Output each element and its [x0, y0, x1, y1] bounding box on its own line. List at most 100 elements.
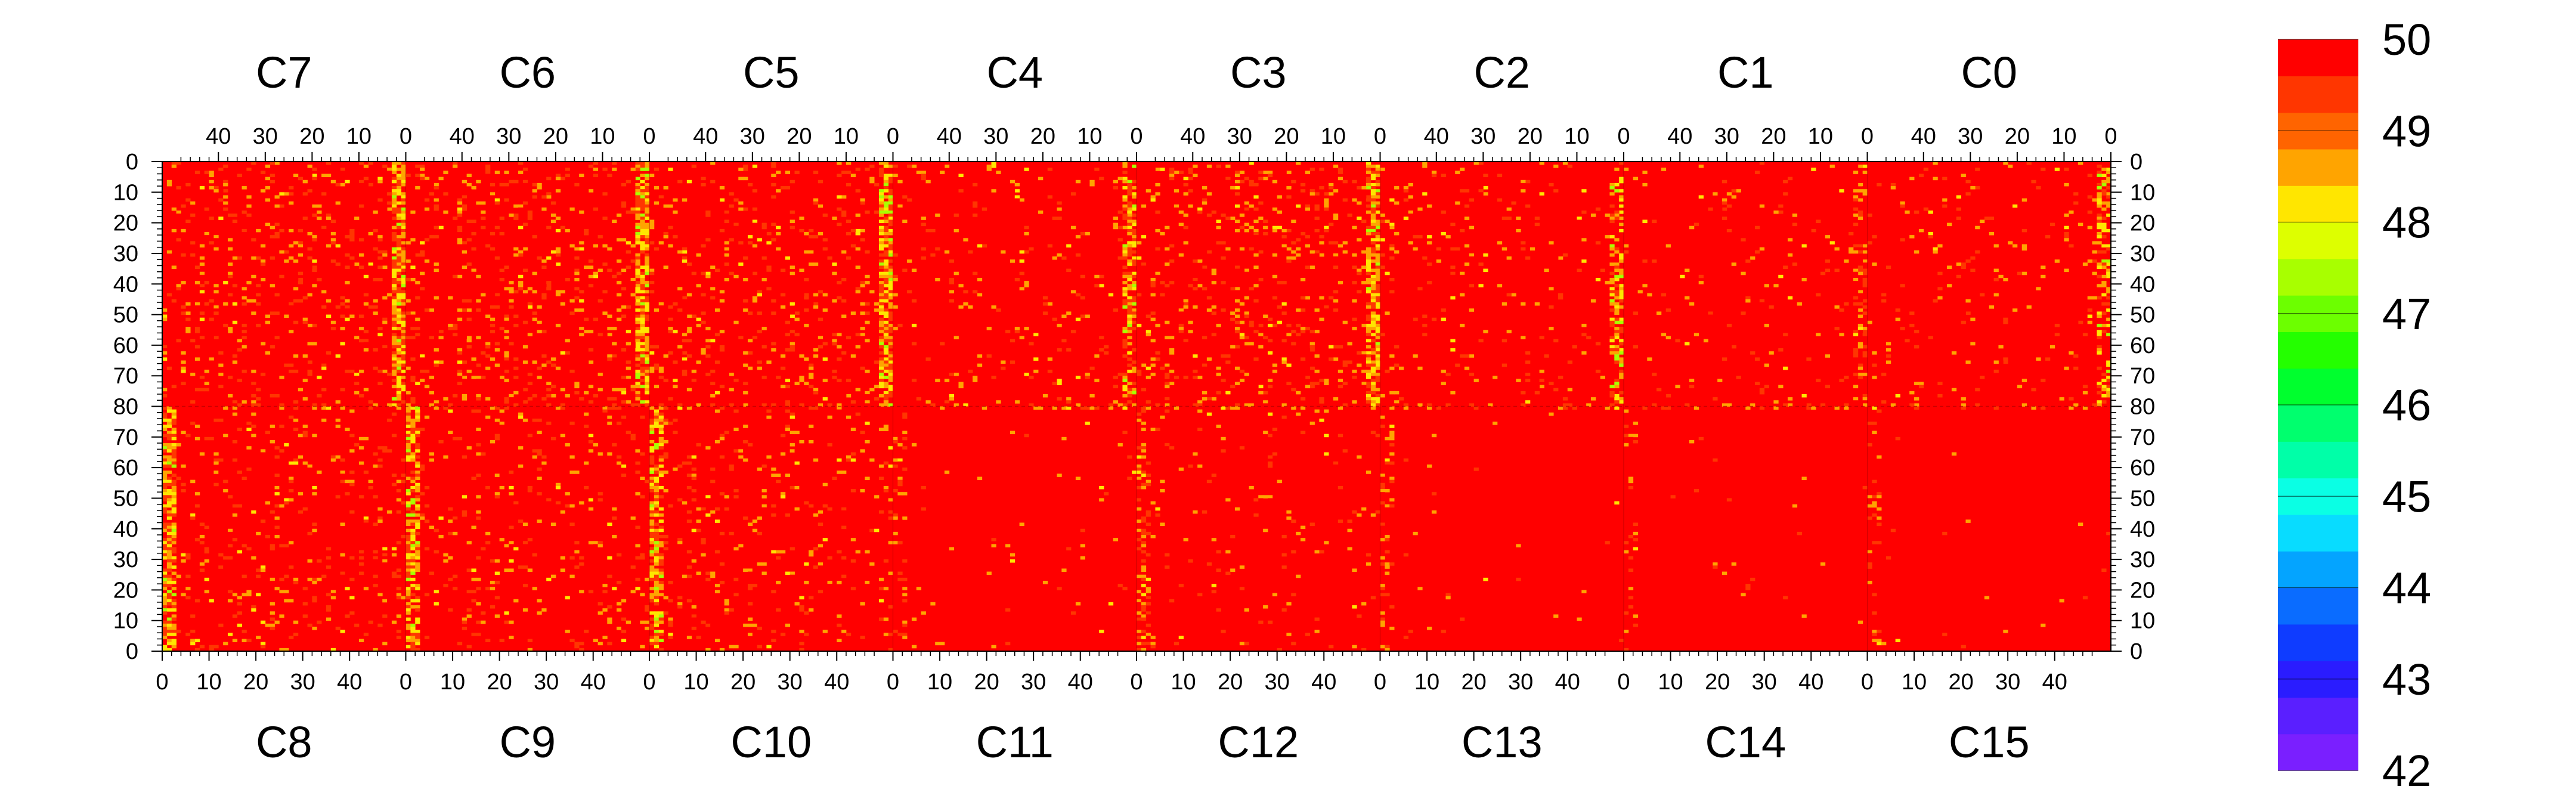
pixel-cell: [270, 538, 275, 541]
pixel-cell: [330, 348, 336, 352]
pixel-cell: [242, 519, 247, 523]
pixel-cell: [888, 271, 893, 275]
pixel-cell: [878, 599, 884, 603]
pixel-cell: [635, 544, 640, 547]
pixel-cell: [668, 617, 673, 621]
pixel-cell: [504, 369, 509, 373]
pixel-cell: [537, 256, 542, 260]
pixel-cell: [284, 544, 289, 547]
pixel-cell: [1094, 354, 1100, 358]
pixel-cell: [897, 204, 903, 208]
pixel-cell: [729, 271, 734, 275]
pixel-cell: [391, 620, 397, 624]
pixel-cell: [443, 406, 448, 410]
pixel-cell: [162, 522, 168, 527]
pixel-cell: [321, 406, 327, 410]
pixel-cell: [860, 602, 865, 606]
pixel-cell: [312, 522, 317, 527]
pixel-cell: [878, 265, 884, 269]
pixel-cell: [410, 489, 416, 493]
pixel-cell: [171, 630, 177, 633]
pixel-cell: [438, 516, 444, 520]
pixel-cell: [658, 366, 664, 370]
pixel-cell: [729, 192, 734, 196]
pixel-cell: [391, 357, 397, 361]
pixel-cell: [279, 504, 284, 508]
pixel-cell: [199, 522, 205, 527]
pixel-cell: [204, 559, 209, 563]
pixel-cell: [658, 507, 664, 511]
pixel-cell: [565, 174, 570, 178]
pixel-cell: [218, 348, 224, 352]
pixel-cell: [162, 498, 168, 501]
pixel-cell: [588, 284, 594, 287]
pixel-cell: [274, 222, 280, 227]
pixel-cell: [396, 238, 402, 242]
pixel-cell: [883, 403, 889, 407]
pixel-cell: [968, 369, 973, 373]
pixel-cell: [724, 253, 729, 257]
pixel-cell: [654, 547, 660, 551]
pixel-cell: [415, 470, 420, 474]
pixel-cell: [888, 165, 893, 168]
pixel-cell: [878, 274, 884, 278]
pixel-cell: [710, 198, 716, 202]
pixel-cell: [883, 271, 889, 275]
pixel-cell: [546, 302, 552, 306]
pixel-cell: [471, 599, 476, 603]
pixel-cell: [476, 577, 481, 581]
pixel-cell: [522, 562, 528, 566]
pixel-cell: [284, 574, 289, 578]
pixel-cell: [391, 247, 397, 251]
pixel-cell: [302, 639, 308, 642]
pixel-cell: [719, 630, 725, 633]
pixel-cell: [714, 550, 720, 554]
pixel-cell: [162, 446, 168, 450]
pixel-cell: [766, 415, 772, 419]
pixel-cell: [522, 281, 528, 284]
pixel-cell: [227, 519, 233, 523]
pixel-cell: [209, 547, 214, 551]
pixel-cell: [1249, 182, 1254, 187]
pixel-cell: [626, 376, 631, 379]
pixel-cell: [270, 394, 275, 398]
pixel-cell: [354, 177, 360, 181]
pixel-cell: [1370, 171, 1376, 174]
pixel-cell: [181, 281, 186, 284]
pixel-cell: [574, 382, 580, 385]
pixel-cell: [199, 186, 205, 190]
pixel-cell: [424, 636, 430, 639]
pixel-cell: [649, 455, 655, 459]
pixel-cell: [757, 330, 762, 333]
pixel-cell: [645, 168, 650, 171]
pixel-cell: [1085, 406, 1090, 410]
pixel-cell: [878, 617, 884, 621]
pixel-cell: [176, 630, 181, 633]
pixel-cell: [654, 611, 660, 615]
pixel-cell: [396, 235, 402, 239]
pixel-cell: [181, 179, 186, 184]
pixel-cell: [696, 571, 701, 575]
pixel-cell: [883, 207, 889, 211]
pixel-cell: [776, 473, 781, 477]
pixel-cell: [649, 219, 655, 224]
pixel-cell: [471, 406, 476, 410]
pixel-cell: [340, 388, 345, 392]
pixel-cell: [654, 366, 660, 370]
pixel-cell: [335, 626, 340, 630]
pixel-cell: [270, 162, 275, 165]
pixel-cell: [162, 204, 168, 208]
pixel-cell: [883, 596, 889, 600]
pixel-cell: [453, 574, 458, 578]
pixel-cell: [738, 222, 744, 227]
pixel-cell: [925, 333, 931, 336]
pixel-cell: [640, 320, 645, 324]
pixel-cell: [410, 425, 416, 428]
pixel-cell: [537, 186, 542, 190]
pixel-cell: [865, 394, 870, 398]
pixel-cell: [686, 565, 692, 569]
pixel-cell: [270, 547, 275, 551]
pixel-cell: [1122, 403, 1128, 407]
pixel-cell: [958, 299, 964, 303]
pixel-cell: [621, 182, 627, 187]
